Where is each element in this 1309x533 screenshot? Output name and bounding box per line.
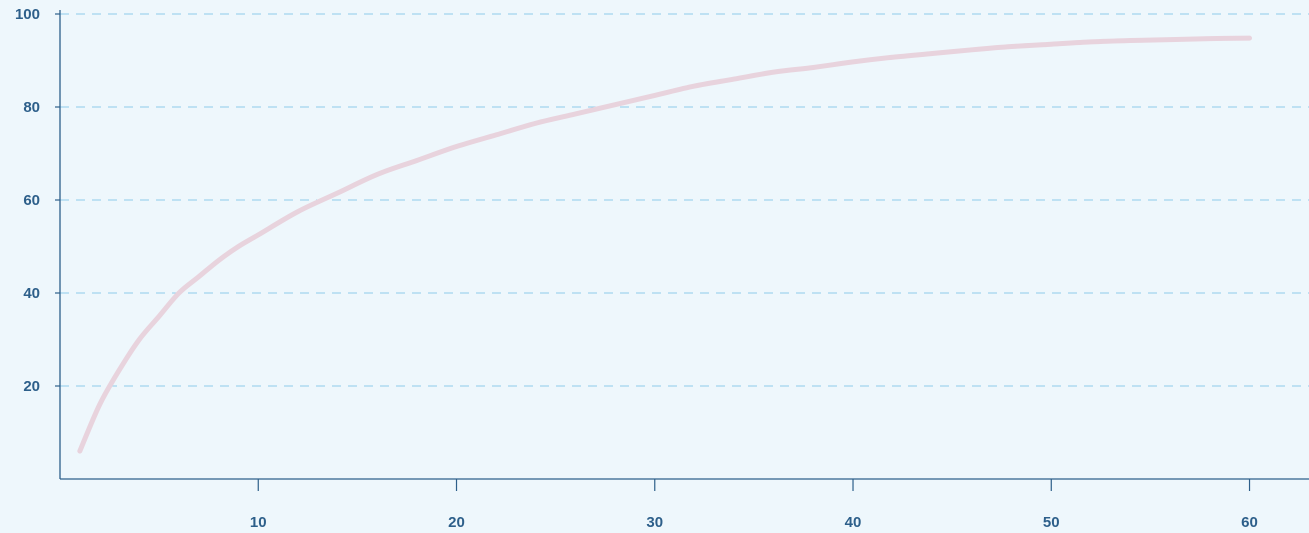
x-tick-label: 30 (646, 514, 663, 531)
grid-lines (60, 13, 1309, 387)
x-tick-label: 20 (448, 514, 465, 531)
series-layer (77, 35, 1253, 454)
y-tick-label: 60 (23, 192, 40, 209)
x-tick-label: 40 (845, 514, 862, 531)
y-tick-label: 100 (15, 6, 40, 23)
axes (55, 10, 1309, 491)
x-tick-label: 10 (250, 514, 267, 531)
tick-labels: 20 40 60 80 100 10 20 30 40 50 60 (15, 6, 1258, 531)
y-tick-label: 80 (23, 99, 40, 116)
y-tick-label: 20 (23, 378, 40, 395)
series-line-0 (77, 35, 1253, 454)
x-tick-label: 50 (1043, 514, 1060, 531)
y-tick-label: 40 (23, 285, 40, 302)
x-tick-label: 60 (1241, 514, 1258, 531)
